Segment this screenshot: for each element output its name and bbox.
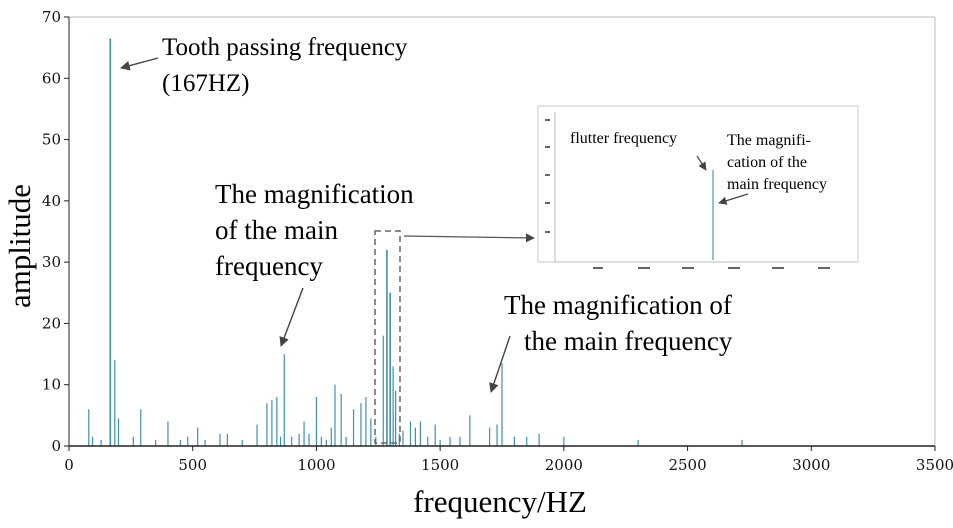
inset-flutter-arrow [696,155,707,171]
inset-panel: flutter frequency The magnifi- cation of… [537,105,859,269]
x-tick-label: 1500 [421,456,459,474]
inset-magnification-line-1: The magnifi- [727,132,811,149]
annotation-magnification-middle: The magnification of the main frequency [215,179,414,347]
bars-layer [88,38,743,446]
annotation-tooth-arrow [120,57,159,71]
y-axis-title: amplitude [2,184,37,308]
y-tick-label: 30 [42,253,61,271]
annotation-mid-arrow [279,287,304,347]
inset-flutter-label: flutter frequency [570,130,677,147]
x-tick-label: 2500 [668,456,706,474]
inset-frame [537,105,859,263]
y-tick-label: 0 [51,437,61,455]
y-tick-label: 10 [42,376,61,394]
y-tick-label: 60 [42,69,61,87]
annotation-right-line-2: the main frequency [524,326,733,356]
inset-magnification-line-2: cation of the [727,154,807,171]
annotation-mid-line-3: frequency [215,251,323,281]
inset-magnification-line-3: main frequency [727,176,827,193]
annotation-magnification-right: The magnification of the main frequency [489,290,733,393]
annotation-tooth-line-1: Tooth passing frequency [162,34,408,61]
inset-magnification-arrow [718,193,749,205]
y-tick-label: 20 [42,314,61,332]
annotation-mid-line-2: of the main [215,215,338,245]
x-tick-label: 0 [64,456,74,474]
y-tick-label: 50 [42,131,61,149]
y-tick-label: 40 [42,192,61,210]
annotation-mid-line-1: The magnification [215,179,414,209]
x-tick-label: 3500 [916,456,953,474]
annotation-tooth-passing: Tooth passing frequency (167HZ) [120,34,408,97]
annotation-right-line-1: The magnification of [504,290,732,320]
x-tick-label: 1000 [297,456,335,474]
highlight-box [374,230,401,444]
x-tick-label: 500 [178,456,207,474]
y-tick-label: 70 [42,8,61,26]
ticks-layer: 0 500 1000 1500 2000 2500 3000 3500 0 10 20 30 40 50 6… [42,8,953,474]
annotation-right-arrow [489,335,511,393]
highlight-arrow [403,233,535,243]
annotation-tooth-line-2: (167HZ) [162,70,249,97]
x-tick-label: 2000 [545,456,583,474]
x-tick-label: 3000 [792,456,830,474]
x-axis-title: frequency/HZ [413,484,587,519]
